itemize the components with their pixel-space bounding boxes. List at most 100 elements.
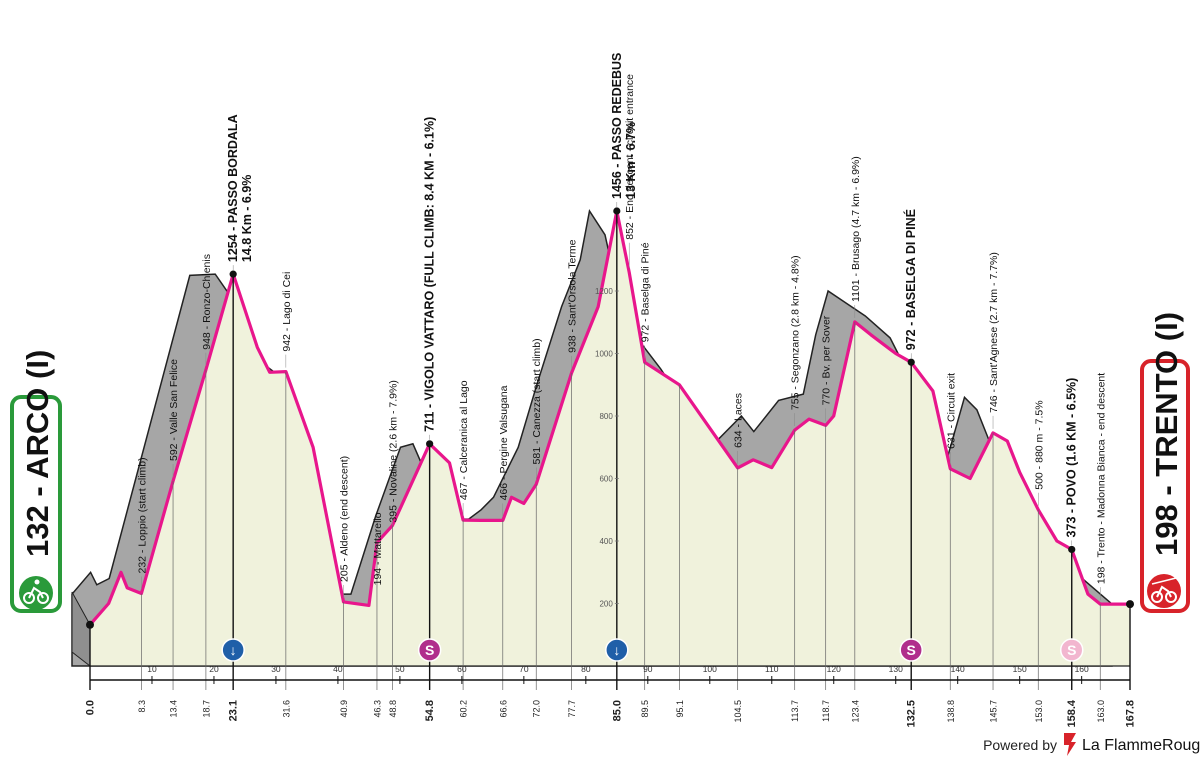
waypoint-labels: 232 - Loppio (start climb) 592 - Valle Sa…: [136, 53, 1107, 601]
waypoint-sublabel: 14.8 Km - 6.9%: [240, 175, 254, 263]
km-tick-label: 120: [827, 664, 841, 674]
km-waypoint-label: 113.7: [790, 700, 800, 722]
altitude-tick-label: 1200: [595, 287, 613, 296]
waypoint-label: 373 - POVO (1.6 KM - 6.5%): [1065, 378, 1079, 538]
km-tick-label: 80: [581, 664, 591, 674]
km-waypoint-label: 48.8: [388, 700, 398, 718]
waypoint-label: 198 - Trento - Madonna Bianca - end desc…: [1095, 373, 1107, 584]
waypoint-label: 395 - Novaline (2.6 km - 7.9%): [387, 380, 399, 522]
marker-glyph: S: [1067, 642, 1076, 658]
pass-point: [613, 207, 621, 215]
altitude-tick-label: 800: [599, 412, 613, 421]
km-waypoint-label: 18.7: [201, 700, 211, 718]
km-waypoint-label: 77.7: [567, 700, 577, 718]
waypoint-label: 942 - Lago di Cei: [281, 272, 293, 352]
start-badge-frame: [10, 395, 62, 613]
waypoint-label: 711 - VIGOLO VATTARO (FULL CLIMB: 8.4 KM…: [423, 117, 437, 432]
km-waypoint-label: 0.0: [85, 700, 97, 715]
altitude-tick-label: 600: [599, 475, 613, 484]
finish-badge: 198 - TRENTO (I): [1140, 312, 1190, 613]
marker-glyph: ↓: [613, 642, 620, 658]
altitude-tick-label: 1000: [595, 350, 613, 359]
profile-layer: [71, 209, 1134, 668]
km-waypoint-label: 31.6: [281, 700, 291, 718]
sprint-marker-icon: [899, 638, 923, 662]
waypoint-label: 592 - Valle San Felice: [168, 359, 180, 461]
finish-climb-icon: [1147, 574, 1181, 608]
marker-glyph: S: [907, 642, 916, 658]
km-waypoint-label: 40.9: [339, 700, 349, 718]
km-tick-label: 160: [1075, 664, 1089, 674]
start-cyclist-icon: [19, 576, 53, 610]
brand-name: La FlammeRouge: [1082, 737, 1200, 754]
km-waypoint-label: 89.5: [640, 700, 650, 718]
km-waypoint-label: 66.6: [498, 700, 508, 718]
waypoint-label: 634 - Laces: [733, 393, 745, 448]
km-tick-label: 90: [643, 664, 653, 674]
km-waypoint-label: 46.3: [372, 700, 382, 718]
waypoint-label: 972 - Baselga di Piné: [640, 242, 652, 342]
km-waypoint-label: 60.2: [459, 700, 469, 718]
waypoint-label: 467 - Calceranica al Lago: [458, 380, 470, 500]
km-waypoint-label: 145.7: [989, 700, 999, 723]
waypoint-label: 194 - Mattarello: [372, 512, 384, 585]
waypoint-label: 746 - Sant'Agnese (2.7 km - 7.7%): [988, 252, 1000, 413]
start-label: 132 - ARCO (I): [20, 350, 55, 557]
waypoint-label: 938 - Sant'Orsola Terme: [567, 239, 579, 352]
waypoint-label: 755 - Segonzano (2.8 km - 4.8%): [790, 255, 802, 410]
altitude-tick-label: 200: [599, 600, 613, 609]
km-waypoint-label: 132.5: [906, 700, 918, 728]
waypoint-label: 466 - Pergine Valsugana: [498, 385, 510, 500]
km-waypoint-label: 23.1: [228, 700, 240, 721]
waypoint-label: 232 - Loppio (start climb): [136, 457, 148, 573]
km-tick-label: 70: [519, 664, 529, 674]
waypoint-label: 852 - End descent - circuit entrance: [624, 74, 636, 240]
km-waypoint-label: 163.0: [1096, 700, 1106, 723]
sprint-marker-icon: [417, 638, 442, 662]
start-badge: 132 - ARCO (I): [10, 350, 62, 613]
km-tick-label: 10: [147, 664, 157, 674]
pass-point: [907, 358, 915, 366]
waypoint-label: 1456 - PASSO REDEBUS: [610, 53, 624, 199]
waypoint-label: 1254 - PASSO BORDALA: [226, 114, 240, 262]
km-waypoint-label: 138.8: [946, 700, 956, 723]
pass-point: [229, 270, 237, 278]
km-tick-label: 130: [889, 664, 903, 674]
waypoint-label: 972 - BASELGA DI PINÉ: [903, 209, 918, 350]
km-waypoint-label: 85.0: [611, 700, 623, 721]
gpm-marker-icon: [221, 638, 245, 662]
waypoint-label: 948 - Ronzo-Chienis: [201, 254, 213, 350]
waypoint-label: 581 - Canezza (start climb): [531, 338, 543, 464]
powered-by-text: Powered by: [983, 737, 1057, 753]
km-waypoint-label: 153.0: [1034, 700, 1044, 723]
waypoint-label: 631 - Circuit exit: [945, 373, 957, 449]
km-tick-label: 140: [951, 664, 965, 674]
km-tick-label: 20: [209, 664, 219, 674]
gpm-marker-icon: [605, 638, 629, 662]
flamme-rouge-logo-icon: [1064, 733, 1076, 756]
waypoint-sublabel: 13 Km - 6.7%: [624, 122, 638, 199]
altitude-tick-label: 400: [599, 537, 613, 546]
km-waypoint-label: 95.1: [675, 700, 685, 718]
km-waypoint-label: 72.0: [532, 700, 542, 718]
waypoint-label: 205 - Aldeno (end descent): [338, 456, 350, 582]
km-tick-label: 110: [765, 664, 779, 674]
km-tick-label: 50: [395, 664, 405, 674]
finish-badge-frame: [1140, 359, 1190, 613]
waypoint-label: 1101 - Brusago (4.7 km - 6.9%): [850, 156, 862, 302]
waypoint-label: 770 - Bv. per Sover: [821, 315, 833, 405]
profile-front-area: [90, 211, 1130, 666]
km-axis: 10 20 30 40 50 60 70 80 90 100 110 120 130 140 150 160 0…: [85, 664, 1137, 728]
footer-brand: Powered by La FlammeRouge: [983, 733, 1200, 756]
km-tick-label: 30: [271, 664, 281, 674]
category-markers: ↓ S ↓ S S: [221, 638, 1084, 662]
km-tick-label: 150: [1013, 664, 1027, 674]
marker-glyph: ↓: [230, 642, 237, 658]
km-waypoint-label: 158.4: [1066, 699, 1078, 727]
km-waypoint-label: 118.7: [821, 700, 831, 722]
km-waypoint-label: 8.3: [137, 700, 147, 713]
km-tick-label: 60: [457, 664, 467, 674]
finish-label: 198 - TRENTO (I): [1149, 312, 1184, 556]
km-waypoint-label: 13.4: [169, 700, 179, 718]
